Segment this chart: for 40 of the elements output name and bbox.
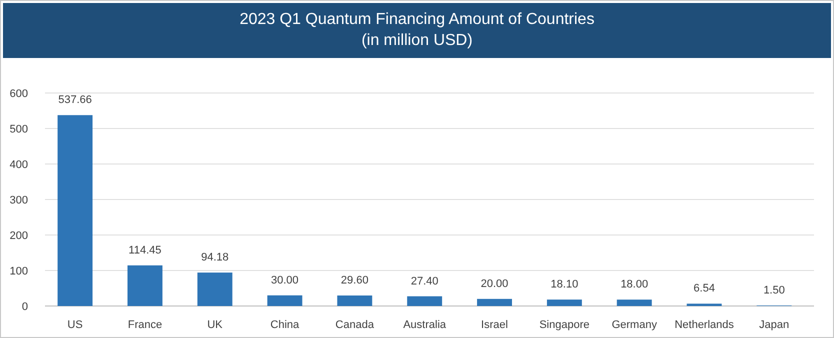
data-label: 537.66: [58, 94, 92, 106]
x-tick-label: Israel: [481, 319, 508, 331]
bar: [127, 265, 162, 306]
y-tick-label: 400: [10, 159, 28, 171]
x-tick-label: Japan: [759, 319, 790, 331]
x-tick-label: China: [270, 319, 300, 331]
x-tick-label: Netherlands: [674, 319, 734, 331]
chart-title: 2023 Q1 Quantum Financing Amount of Countries: [240, 11, 594, 28]
bar: [337, 295, 372, 306]
bar: [477, 298, 512, 306]
data-label: 18.10: [550, 278, 578, 291]
x-tick-label: UK: [207, 319, 224, 331]
data-label: 30.00: [271, 274, 299, 286]
bar: [616, 300, 652, 306]
x-tick-label: Australia: [403, 319, 447, 331]
x-tick-label: Canada: [335, 319, 375, 331]
y-tick-label: 300: [10, 194, 28, 206]
bar: [546, 300, 582, 306]
data-label: 1.50: [763, 284, 785, 296]
data-label: 29.60: [340, 274, 368, 286]
data-label: 18.00: [620, 278, 648, 291]
data-label: 94.18: [201, 252, 229, 264]
data-label: 114.45: [128, 244, 162, 256]
x-tick-label: Singapore: [539, 319, 590, 331]
bar: [197, 272, 232, 306]
bar: [407, 296, 442, 306]
y-tick-label: 600: [10, 88, 28, 100]
y-tick-label: 100: [10, 266, 28, 278]
bar: [267, 295, 302, 306]
y-tick-label: 200: [10, 230, 28, 242]
y-tick-label: 500: [10, 124, 28, 136]
bar: [58, 115, 93, 306]
data-label: 20.00: [480, 278, 508, 290]
x-tick-label: France: [128, 319, 162, 331]
data-label: 6.54: [694, 282, 715, 295]
x-tick-label: Germany: [612, 319, 658, 331]
chart-subtitle: (in million USD): [361, 32, 473, 49]
x-tick-label: US: [67, 319, 83, 331]
y-tick-label: 0: [22, 301, 28, 313]
data-label: 27.40: [410, 275, 438, 288]
